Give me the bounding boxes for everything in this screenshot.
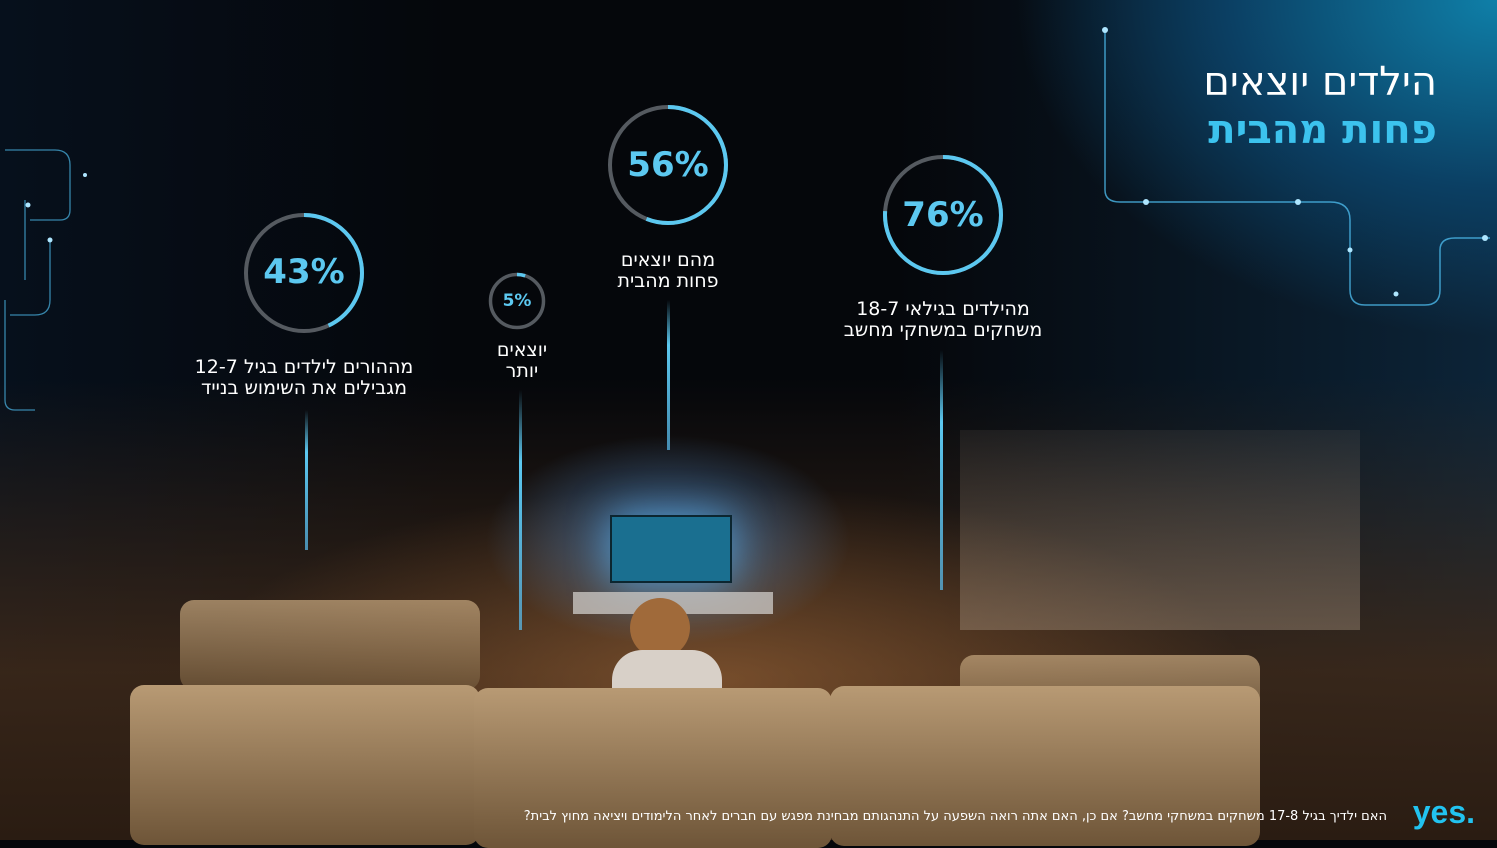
ring-progress: [488, 272, 546, 330]
label-line: יותר: [505, 360, 539, 382]
progress-ring: [244, 213, 364, 333]
percent-value: 43%: [263, 252, 345, 292]
label-line: מההורים לילדים בגיל 12-7: [194, 356, 414, 378]
ring-progress: [608, 105, 728, 225]
stat-label: יוצאים יותר: [470, 340, 574, 382]
percent-value: 56%: [627, 145, 709, 185]
couch-section: [130, 685, 480, 845]
label-line: פחות מהבית: [617, 270, 719, 292]
child: [630, 598, 690, 658]
circuit-decoration-left: [4, 149, 87, 411]
percent-value: 76%: [902, 195, 984, 235]
percent-value: 5%: [502, 291, 532, 311]
title-line-2: פחות מהבית: [1208, 107, 1437, 153]
ring-progress: [244, 213, 364, 333]
circuit-decoration: [1102, 27, 1490, 306]
label-line: מהם יוצאים: [620, 249, 716, 271]
progress-ring: [488, 272, 546, 330]
page-title: הילדים יוצאים פחות מהבית: [1203, 58, 1437, 154]
label-line: יוצאים: [496, 339, 548, 361]
label-line: מגבילים את השימוש בנייד: [200, 377, 408, 399]
stat-label: מהילדים בגילאי 18-7 משחקים במשחקי מחשב: [818, 299, 1068, 341]
stat-label: מההורים לילדים בגיל 12-7 מגבילים את השימו…: [170, 357, 438, 399]
footer-question: האם ילדיך בגיל 17-8 משחקים במשחקי מחשב? …: [523, 809, 1387, 824]
couch-left: [180, 600, 480, 690]
label-line: מהילדים בגילאי 18-7: [856, 298, 1030, 320]
connector-line: [519, 390, 522, 630]
connector-line: [305, 410, 308, 550]
tv: [610, 515, 732, 583]
progress-ring: [883, 155, 1003, 275]
couch-section: [830, 686, 1260, 846]
connector-line: [940, 350, 943, 590]
yes-logo: yes.: [1412, 794, 1475, 830]
label-line: משחקים במשחקי מחשב: [843, 319, 1043, 341]
connector-line: [667, 300, 670, 450]
ring-progress: [883, 155, 1003, 275]
progress-ring: [608, 105, 728, 225]
couch-section: [474, 688, 832, 848]
wall: [960, 430, 1360, 630]
stat-label: מהם יוצאים פחות מהבית: [568, 250, 768, 292]
child-body: [612, 650, 722, 695]
title-line-1: הילדים יוצאים: [1203, 59, 1437, 105]
